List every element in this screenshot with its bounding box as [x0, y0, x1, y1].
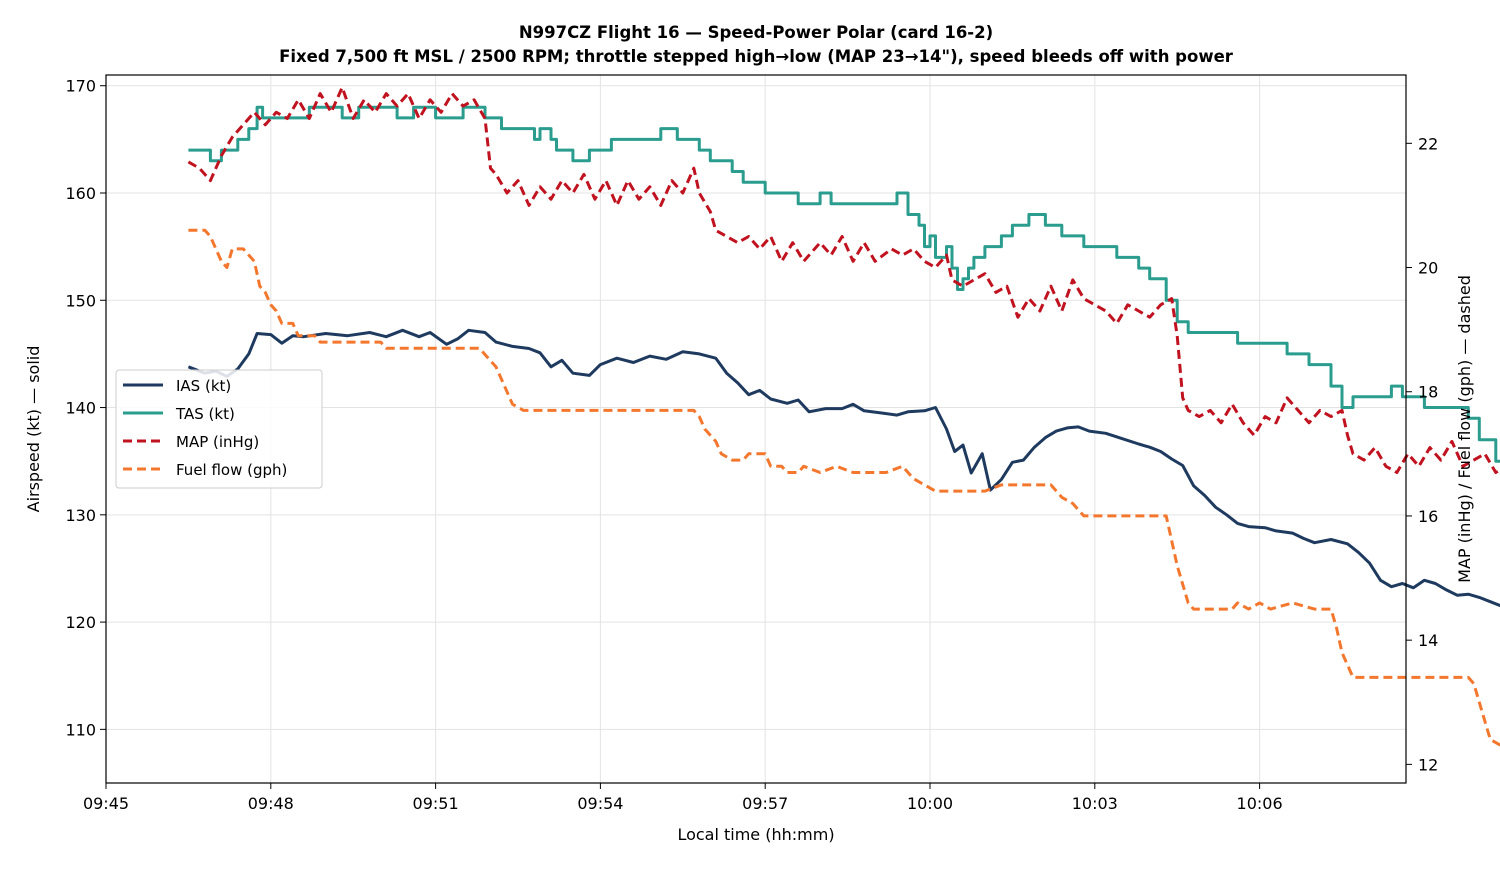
x-axis-label: Local time (hh:mm)	[677, 825, 834, 844]
y-right-tick-label: 18	[1418, 383, 1438, 402]
chart-title: N997CZ Flight 16 — Speed-Power Polar (ca…	[519, 23, 993, 42]
right-y-axis-label: MAP (inHg) / Fuel flow (gph) — dashed	[1455, 275, 1474, 583]
y-right-tick-label: 16	[1418, 507, 1438, 526]
x-tick-label: 09:54	[577, 794, 623, 813]
y-left-tick-label: 140	[65, 399, 96, 418]
y-left-tick-label: 160	[65, 184, 96, 203]
x-axis: 09:45 09:48 09:51 09:54 09:57 10:00 10:03 10:06	[83, 783, 1283, 813]
y-left-tick-label: 150	[65, 291, 96, 310]
left-y-axis: 110 120 130 140 150 160 170	[65, 77, 106, 739]
x-tick-label: 10:06	[1237, 794, 1283, 813]
x-tick-label: 09:48	[248, 794, 294, 813]
y-left-tick-label: 120	[65, 613, 96, 632]
y-right-tick-label: 20	[1418, 259, 1438, 278]
grid-lines	[105, 75, 1406, 783]
legend-box	[115, 369, 323, 489]
series-line-fuel-flow	[188, 228, 1500, 747]
y-left-tick-label: 110	[65, 720, 96, 739]
x-tick-label: 09:45	[83, 794, 129, 813]
y-right-tick-label: 22	[1418, 134, 1438, 153]
series-line-ias	[187, 328, 1500, 608]
legend-label-tas: TAS (kt)	[175, 405, 235, 423]
legend-label-ias: IAS (kt)	[176, 377, 231, 395]
chart-subtitle: Fixed 7,500 ft MSL / 2500 RPM; throttle …	[279, 47, 1234, 66]
y-right-tick-label: 14	[1418, 631, 1438, 650]
y-right-tick-label: 12	[1418, 755, 1438, 774]
plot-frame	[105, 74, 1407, 784]
x-tick-label: 10:03	[1072, 794, 1118, 813]
x-tick-label: 09:51	[413, 794, 459, 813]
y-left-tick-label: 130	[65, 506, 96, 525]
legend-label-fuel: Fuel flow (gph)	[176, 461, 287, 479]
right-y-axis: 12 14 16 18 20 22	[1406, 134, 1438, 774]
series-line-map	[187, 85, 1500, 474]
left-y-axis-label: Airspeed (kt) — solid	[24, 346, 43, 513]
x-tick-label: 10:00	[907, 794, 953, 813]
legend: IAS (kt) TAS (kt) MAP (inHg) Fuel flow (…	[115, 369, 323, 489]
series-layer	[187, 85, 1500, 747]
y-left-tick-label: 170	[65, 77, 96, 96]
legend-label-map: MAP (inHg)	[176, 433, 259, 451]
x-tick-label: 09:57	[742, 794, 788, 813]
series-line-tas	[188, 105, 1500, 463]
